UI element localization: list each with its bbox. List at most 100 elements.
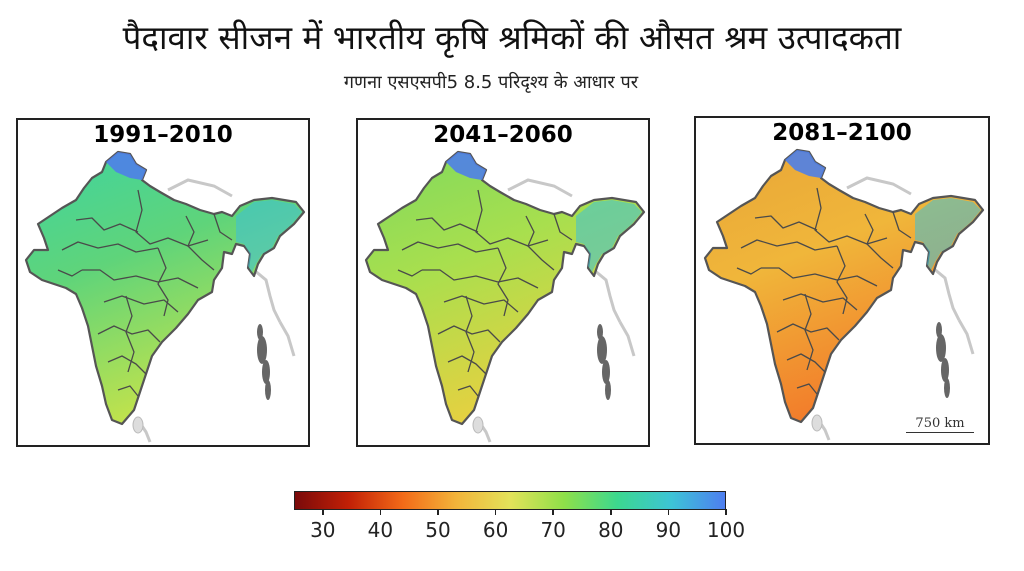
state-border	[864, 213, 894, 269]
neighbor-border	[278, 321, 296, 357]
state-border	[117, 385, 139, 397]
state-border	[796, 383, 818, 395]
state-border	[836, 245, 848, 315]
india-map-2081-2100	[703, 148, 985, 441]
state-border	[553, 213, 573, 241]
state-border	[57, 269, 83, 277]
state-border	[82, 269, 199, 289]
state-border	[125, 295, 135, 373]
neighbor-border	[932, 266, 961, 321]
map-panel-2041-2060: 2041–2060	[356, 118, 650, 447]
andaman-islands	[936, 334, 946, 362]
legend-tick	[494, 509, 497, 515]
northeast-zone	[236, 200, 302, 272]
andaman-islands	[944, 378, 950, 398]
state-border	[157, 247, 169, 317]
state-border	[107, 355, 147, 375]
state-border	[185, 215, 215, 271]
state-border	[736, 267, 762, 275]
legend-tick-label: 40	[367, 518, 394, 542]
himalaya-high-zone	[106, 152, 146, 180]
legend-tick-label: 100	[706, 518, 746, 542]
state-border	[61, 241, 159, 253]
legend-tick	[379, 509, 382, 515]
period-label: 1991–2010	[93, 122, 233, 148]
state-border	[213, 213, 233, 241]
state-border	[457, 385, 479, 397]
legend-colorbar	[294, 491, 726, 510]
northeast-zone	[576, 200, 642, 272]
legend-tick-label: 30	[310, 518, 336, 542]
andaman-islands	[602, 360, 610, 384]
legend-tick-label: 70	[540, 518, 566, 542]
legend-tick	[552, 509, 554, 515]
scale-bar-line	[906, 432, 974, 433]
neighbor-border	[846, 176, 912, 196]
map-subtitle: गणना एसएसपी5 8.5 परिदृश्य के आधार पर	[343, 72, 639, 93]
andaman-islands	[265, 380, 271, 400]
legend-tick	[437, 509, 439, 515]
himalaya-high-zone	[785, 150, 825, 178]
sri-lanka	[811, 414, 823, 432]
northeast-zone	[915, 198, 981, 270]
state-border	[415, 217, 479, 233]
map-title: पैदावार सीजन में भारतीय कृषि श्रमिकों की…	[122, 18, 902, 57]
state-border	[397, 269, 423, 277]
india-outline	[24, 150, 306, 426]
period-label: 2041–2060	[433, 122, 573, 148]
state-border	[97, 325, 161, 343]
state-border	[401, 241, 499, 253]
state-border	[776, 323, 840, 341]
state-border	[754, 215, 818, 231]
andaman-islands	[597, 336, 607, 364]
state-border	[103, 295, 179, 313]
neighbor-border	[957, 319, 975, 355]
state-border	[525, 215, 555, 271]
andaman-islands	[257, 324, 263, 340]
state-border	[497, 247, 509, 317]
andaman-islands	[597, 324, 603, 340]
map-panel-2081-2100: 2081–2100 750 km	[694, 116, 990, 445]
state-border	[437, 325, 501, 343]
andaman-islands	[936, 322, 942, 338]
andaman-islands	[262, 360, 270, 384]
neighbor-border	[507, 178, 573, 198]
state-border	[761, 267, 878, 287]
legend-tick	[667, 509, 670, 515]
legend-tick-label: 90	[655, 518, 682, 542]
neighbor-border	[593, 268, 622, 323]
sri-lanka	[472, 416, 484, 434]
india-outline	[703, 148, 985, 424]
legend-tick	[725, 509, 727, 515]
india-outline	[364, 150, 646, 426]
legend-tick-label: 80	[598, 518, 624, 542]
state-border	[465, 295, 475, 373]
state-border	[782, 293, 858, 311]
scale-bar: 750 km	[906, 416, 974, 433]
india-map-1991-2010	[24, 150, 306, 443]
andaman-islands	[605, 380, 611, 400]
scale-bar-label: 750 km	[915, 416, 965, 431]
legend-tick	[322, 509, 324, 515]
neighbor-border	[618, 321, 636, 357]
state-border	[740, 239, 838, 251]
map-panel-1991-2010: 1991–2010	[16, 118, 310, 447]
india-map-2041-2060	[364, 150, 646, 443]
state-border	[447, 355, 487, 375]
neighbor-border	[253, 268, 282, 323]
state-border	[75, 217, 139, 233]
legend-tick-label: 60	[482, 518, 509, 542]
state-border	[804, 293, 814, 371]
sri-lanka	[132, 416, 144, 434]
andaman-islands	[257, 336, 267, 364]
period-label: 2081–2100	[772, 120, 912, 146]
neighbor-border	[167, 178, 233, 198]
legend-tick-label: 50	[425, 518, 451, 542]
andaman-islands	[941, 358, 949, 382]
state-border	[422, 269, 539, 289]
state-border	[786, 353, 826, 373]
legend-tick	[610, 509, 612, 515]
state-border	[892, 211, 912, 239]
state-border	[443, 295, 519, 313]
himalaya-high-zone	[446, 152, 486, 180]
